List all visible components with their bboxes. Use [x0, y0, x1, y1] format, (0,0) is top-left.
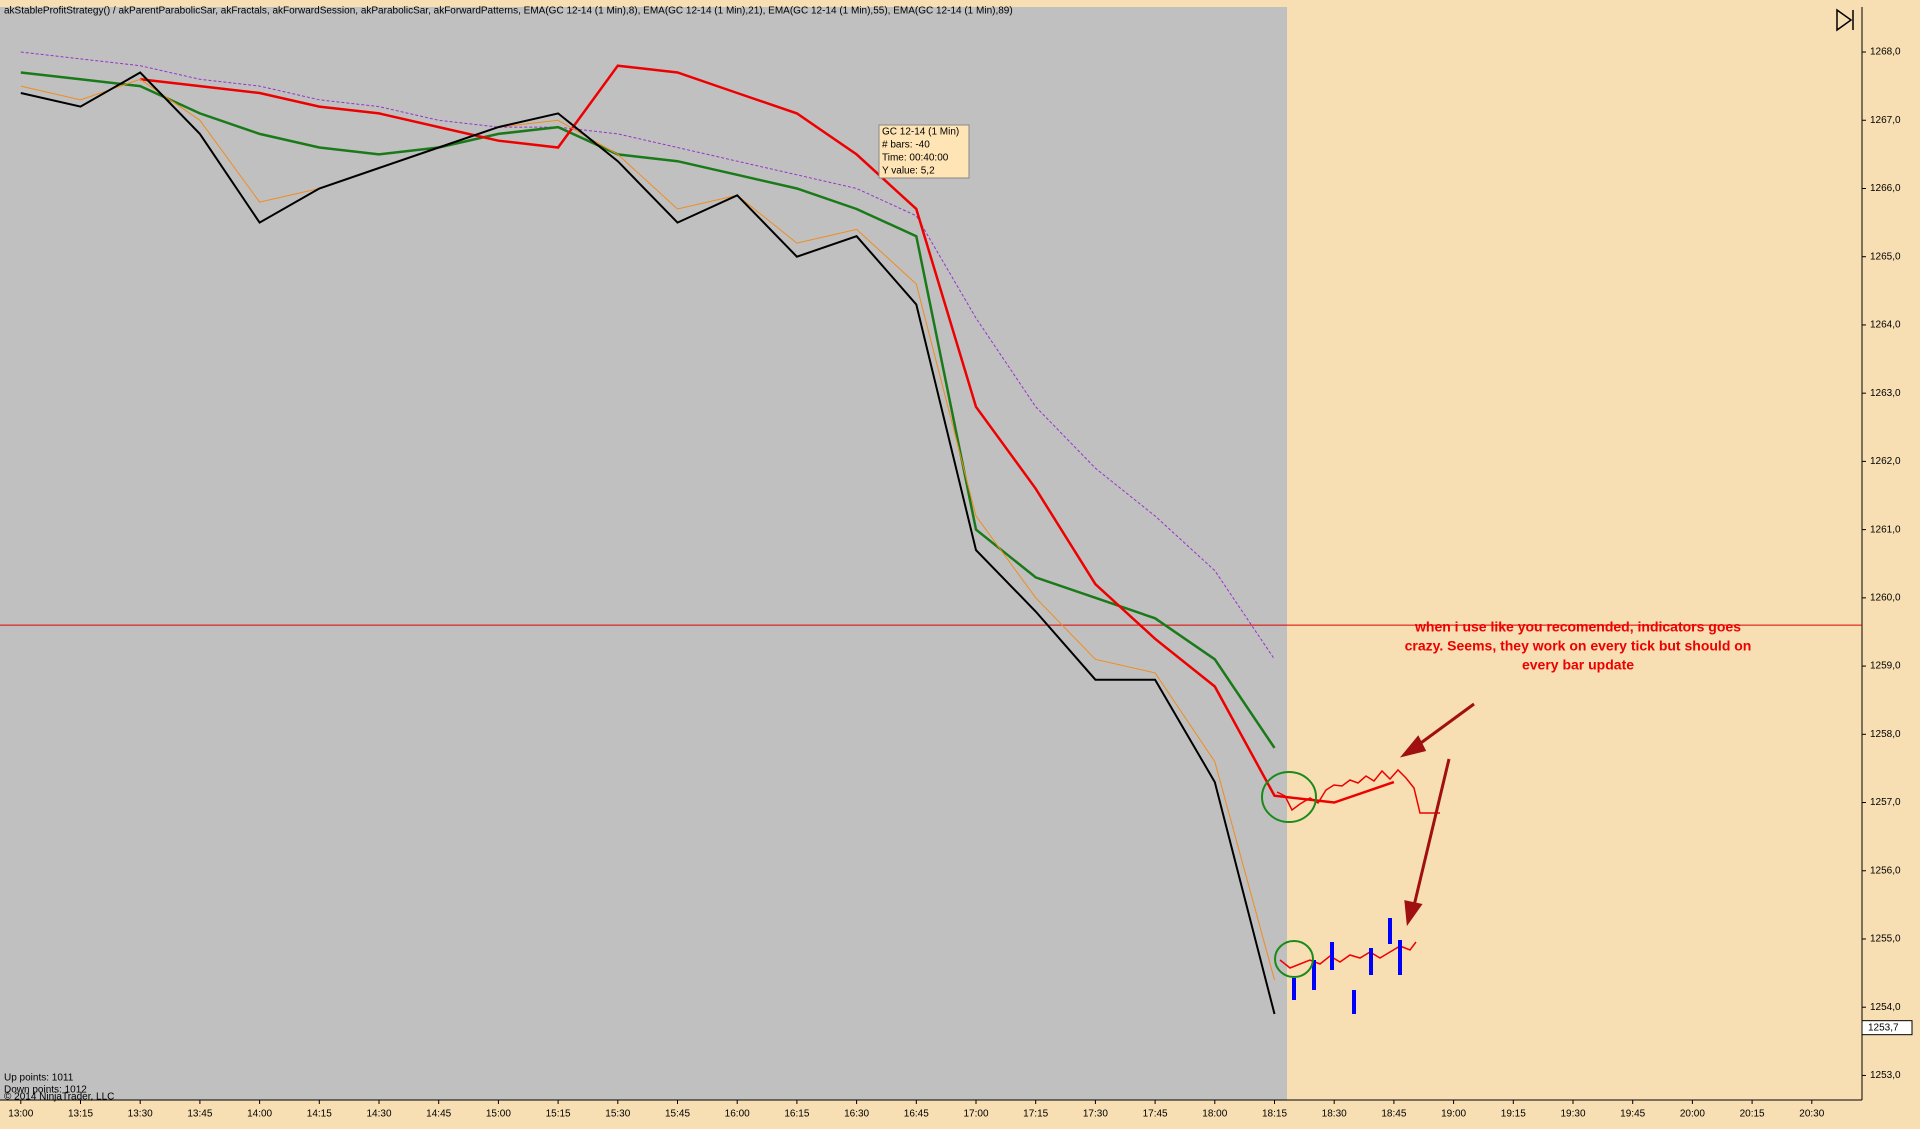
y-tick-label: 1267,0	[1870, 115, 1901, 126]
x-tick-label: 13:45	[187, 1109, 212, 1120]
x-tick-label: 17:30	[1083, 1109, 1108, 1120]
x-tick-label: 15:15	[546, 1109, 571, 1120]
annotation-text: when i use like you recomended, indicato…	[1414, 619, 1741, 635]
y-tick-label: 1264,0	[1870, 320, 1901, 331]
highlight-circle	[1274, 940, 1314, 978]
y-tick-label: 1261,0	[1870, 524, 1901, 535]
last-price-box	[1861, 1020, 1913, 1036]
play-icon[interactable]	[1836, 8, 1854, 32]
series-line	[20, 71, 1276, 1015]
x-tick-label: 18:30	[1322, 1109, 1347, 1120]
y-tick-label: 1255,0	[1870, 934, 1901, 945]
tick-line	[1276, 768, 1440, 814]
x-tick-label: 20:15	[1740, 1109, 1765, 1120]
x-tick-label: 14:15	[307, 1109, 332, 1120]
y-tick-label: 1254,0	[1870, 1002, 1901, 1013]
x-tick-label: 14:30	[366, 1109, 391, 1120]
x-tick-label: 13:00	[8, 1109, 33, 1120]
x-tick-label: 19:30	[1560, 1109, 1585, 1120]
y-tick-label: 1265,0	[1870, 251, 1901, 262]
blue-ticks	[1292, 918, 1402, 1014]
x-tick-label: 17:45	[1143, 1109, 1168, 1120]
tooltip-text: GC 12-14 (1 Min)	[882, 127, 959, 138]
chart-title: akStableProfitStrategy() / akParentParab…	[4, 6, 1013, 17]
x-tick-label: 16:00	[725, 1109, 750, 1120]
history-area	[0, 7, 1287, 1100]
x-tick-label: 13:15	[68, 1109, 93, 1120]
y-tick-label: 1259,0	[1870, 661, 1901, 672]
tooltip-text: Y value: 5,2	[882, 166, 935, 177]
tooltip-text: Time: 00:40:00	[882, 153, 949, 164]
y-tick-label: 1256,0	[1870, 865, 1901, 876]
highlight-circle	[1261, 771, 1317, 823]
x-tick-label: 19:45	[1620, 1109, 1645, 1120]
bar-line	[1279, 941, 1417, 969]
y-tick-label: 1260,0	[1870, 592, 1901, 603]
x-tick-label: 18:45	[1381, 1109, 1406, 1120]
x-tick-label: 20:00	[1680, 1109, 1705, 1120]
footer-text: Up points: 1011	[4, 1073, 74, 1084]
last-price-label: 1253,7	[1868, 1022, 1899, 1033]
x-tick-label: 17:00	[963, 1109, 988, 1120]
series-line	[20, 51, 1275, 660]
series-line	[140, 64, 1395, 804]
x-tick-label: 16:45	[904, 1109, 929, 1120]
x-tick-label: 14:45	[426, 1109, 451, 1120]
x-tick-label: 15:00	[486, 1109, 511, 1120]
x-tick-label: 15:30	[605, 1109, 630, 1120]
x-tick-label: 16:30	[844, 1109, 869, 1120]
x-tick-label: 20:30	[1799, 1109, 1824, 1120]
annotation-drawings	[1261, 702, 1475, 1014]
x-tick-label: 17:15	[1023, 1109, 1048, 1120]
annotation-text: crazy. Seems, they work on every tick bu…	[1405, 638, 1752, 654]
annotation-text: every bar update	[1522, 657, 1634, 673]
footer-text: Down points: 1012	[4, 1085, 87, 1096]
x-tick-label: 18:00	[1202, 1109, 1227, 1120]
y-tick-label: 1253,0	[1870, 1070, 1901, 1081]
x-tick-label: 19:15	[1501, 1109, 1526, 1120]
arrows	[1399, 702, 1475, 927]
y-tick-label: 1263,0	[1870, 388, 1901, 399]
x-tick-label: 15:45	[665, 1109, 690, 1120]
x-tick-label: 14:00	[247, 1109, 272, 1120]
series-line	[20, 78, 1275, 981]
y-tick-label: 1262,0	[1870, 456, 1901, 467]
x-tick-label: 19:00	[1441, 1109, 1466, 1120]
x-tick-label: 13:30	[128, 1109, 153, 1120]
tooltip-box	[878, 124, 970, 179]
y-tick-label: 1268,0	[1870, 47, 1901, 58]
footer-text: © 2014 NinjaTrader, LLC	[4, 1092, 114, 1103]
series-line	[20, 71, 1276, 749]
tooltip-text: # bars: -40	[882, 140, 930, 151]
x-tick-label: 18:15	[1262, 1109, 1287, 1120]
y-tick-label: 1257,0	[1870, 797, 1901, 808]
y-tick-label: 1258,0	[1870, 729, 1901, 740]
x-tick-label: 16:15	[784, 1109, 809, 1120]
y-tick-label: 1266,0	[1870, 183, 1901, 194]
